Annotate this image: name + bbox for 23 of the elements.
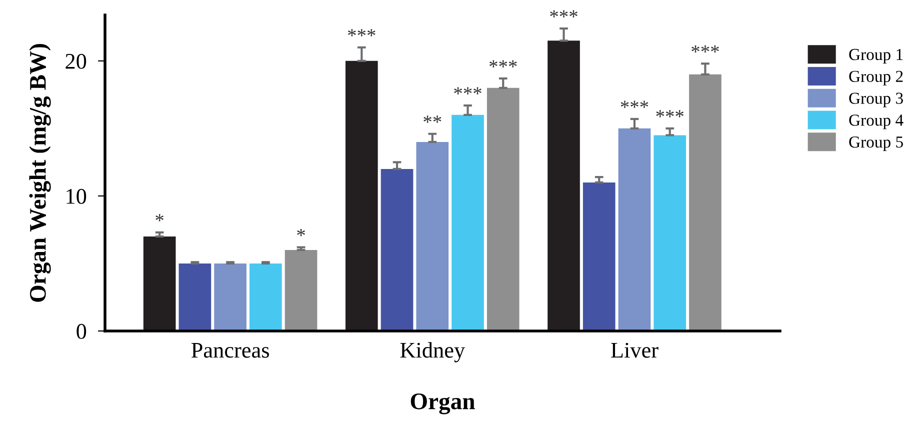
- legend-label: Group 5: [849, 136, 903, 152]
- data-label: ***: [550, 10, 578, 18]
- x-tick-label: Kidney: [400, 342, 466, 362]
- data-label: ***: [348, 29, 376, 36]
- y-tick-label: 10: [66, 188, 86, 204]
- y-tick-label: 20: [66, 54, 86, 69]
- y-tick-label: 0: [76, 324, 86, 339]
- x-axis-title: Organ: [410, 393, 475, 414]
- data-label: *: [156, 214, 164, 222]
- x-tick-label: Liver: [611, 342, 658, 358]
- data-label: ***: [489, 60, 517, 68]
- data-label: ***: [620, 100, 648, 108]
- data-label: *: [297, 229, 305, 236]
- y-axis-title: Organ Weight (mg/g BW): [29, 44, 51, 302]
- data-label: ***: [692, 45, 719, 52]
- data-label: ***: [656, 110, 684, 118]
- legend-label: Group 4: [849, 114, 904, 130]
- legend-label: Group 2: [849, 70, 903, 86]
- legend-label: Group 3: [849, 92, 903, 108]
- x-tick-label: Pancreas: [191, 342, 269, 358]
- legend-label: Group 1: [849, 48, 903, 64]
- data-label: **: [424, 116, 442, 123]
- data-label: ***: [454, 87, 482, 94]
